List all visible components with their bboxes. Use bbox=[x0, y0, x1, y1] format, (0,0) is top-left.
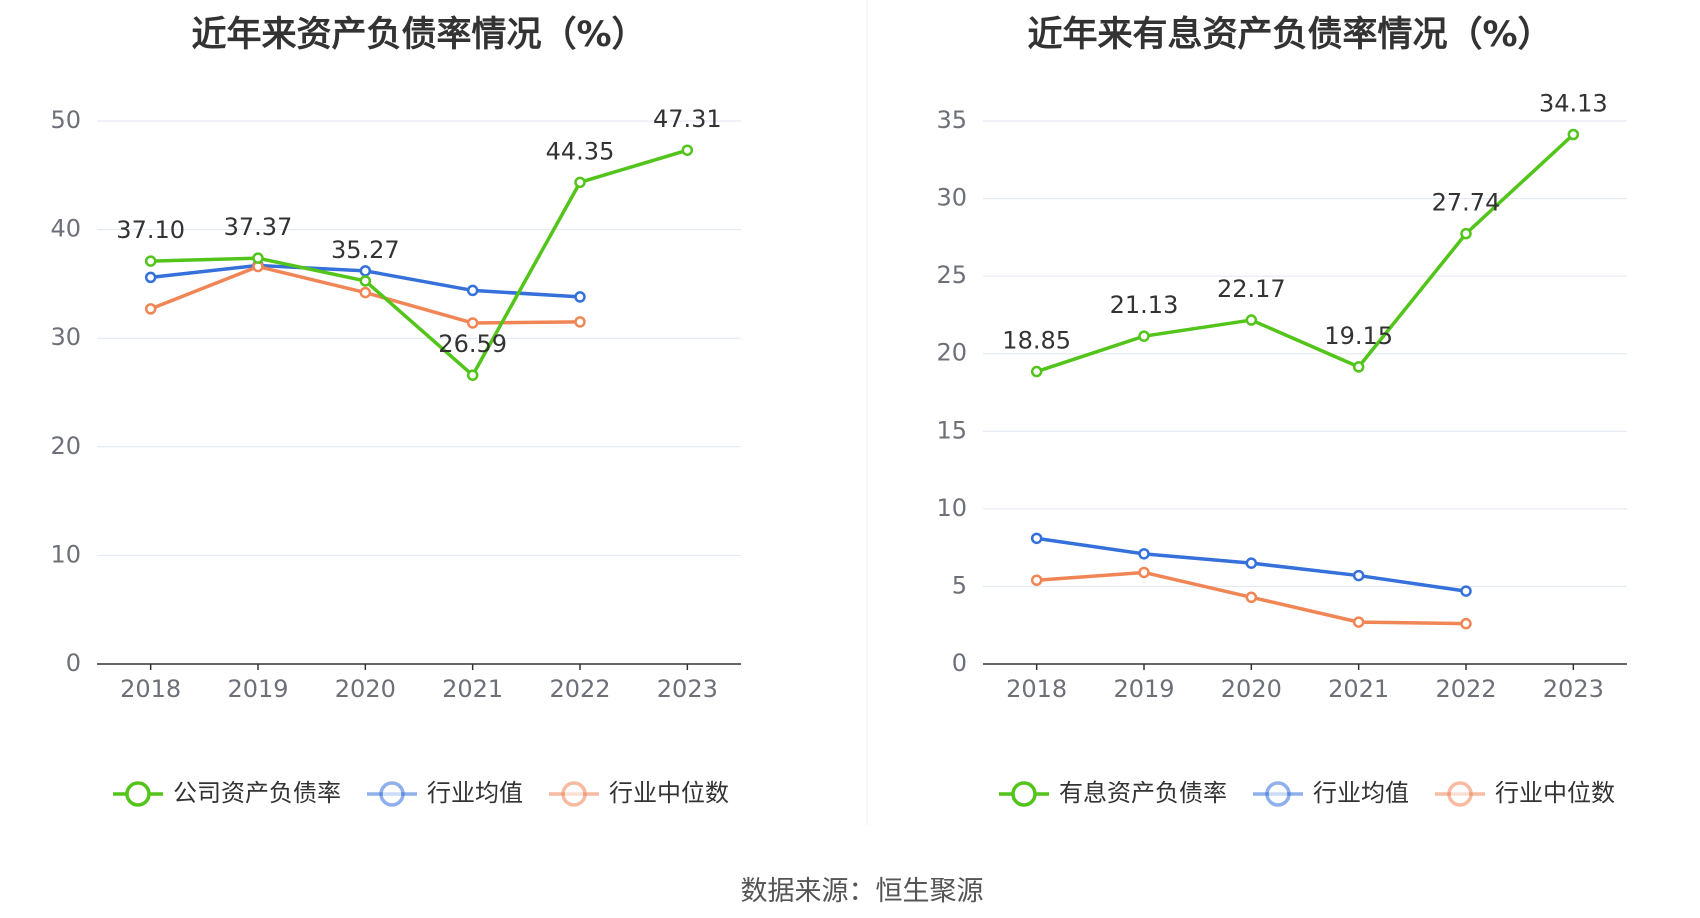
data-point bbox=[466, 317, 479, 329]
legend-label: 有息资产负债率 bbox=[1059, 779, 1227, 807]
legend-label: 公司资产负债率 bbox=[173, 779, 341, 807]
x-tick-label: 2018 bbox=[120, 675, 181, 703]
legend-item[interactable]: 行业中位数 bbox=[1435, 779, 1615, 807]
legend-item[interactable]: 行业均值 bbox=[367, 779, 523, 807]
data-label: 22.17 bbox=[1217, 275, 1286, 303]
legend-item[interactable]: 行业均值 bbox=[1253, 779, 1409, 807]
data-point bbox=[1030, 365, 1043, 378]
y-tick-label: 5 bbox=[952, 571, 967, 599]
interest-bearing-liability-ratio-chart: 近年来有息资产负债率情况（%） 0 5 10 15 20 25 30 35 2018 2019 202… bbox=[936, 14, 1627, 807]
data-point bbox=[1245, 557, 1258, 569]
data-point bbox=[1030, 574, 1043, 586]
y-tick-label: 35 bbox=[936, 106, 967, 134]
data-label: 37.37 bbox=[224, 213, 293, 241]
series-line bbox=[150, 148, 688, 377]
data-point bbox=[1138, 548, 1150, 560]
data-point bbox=[1352, 569, 1365, 582]
legend-marker bbox=[125, 781, 151, 807]
legend-item[interactable]: 有息资产负债率 bbox=[999, 779, 1227, 807]
data-point bbox=[1245, 591, 1258, 604]
data-point bbox=[1352, 616, 1365, 628]
y-tick-label: 40 bbox=[50, 215, 81, 243]
x-tick-label: 2022 bbox=[1435, 675, 1496, 703]
data-label: 21.13 bbox=[1110, 291, 1179, 319]
legend-marker bbox=[1447, 781, 1473, 807]
data-point bbox=[1567, 128, 1580, 141]
asset-liability-ratio-chart: 近年来资产负债率情况（%） 0 10 20 30 40 50 2018 2019 2020 2021… bbox=[50, 15, 741, 807]
data-point bbox=[1030, 532, 1043, 545]
data-point bbox=[1245, 314, 1258, 326]
data-point bbox=[574, 176, 586, 189]
data-point bbox=[681, 144, 694, 156]
y-tick-label: 30 bbox=[50, 323, 81, 351]
data-point bbox=[1460, 227, 1472, 240]
x-tick-label: 2020 bbox=[1221, 675, 1282, 703]
legend-label: 行业均值 bbox=[1313, 779, 1409, 807]
legend-marker bbox=[379, 781, 405, 807]
data-source-note: 数据来源：恒生聚源 bbox=[741, 876, 984, 907]
legend-marker bbox=[1265, 781, 1291, 807]
data-point bbox=[144, 303, 157, 315]
x-tick-label: 2020 bbox=[335, 675, 396, 703]
series-line bbox=[1036, 133, 1575, 374]
data-point bbox=[1460, 585, 1472, 597]
y-tick-label: 25 bbox=[936, 261, 967, 289]
y-tick-label: 20 bbox=[936, 339, 967, 367]
data-point bbox=[144, 255, 157, 267]
data-point bbox=[574, 291, 586, 303]
data-point bbox=[359, 275, 372, 287]
chart-title: 近年来资产负债率情况（%） bbox=[191, 15, 646, 55]
legend-marker bbox=[1011, 781, 1037, 807]
data-label: 26.59 bbox=[438, 330, 507, 358]
x-tick-label: 2023 bbox=[657, 675, 718, 703]
legend-label: 行业均值 bbox=[427, 779, 523, 807]
x-tick-label: 2019 bbox=[1113, 675, 1174, 703]
data-label: 19.15 bbox=[1324, 322, 1393, 350]
x-tick-label: 2022 bbox=[549, 675, 610, 703]
data-label: 18.85 bbox=[1002, 327, 1071, 355]
data-label: 27.74 bbox=[1432, 189, 1501, 217]
data-label: 35.27 bbox=[331, 236, 400, 264]
y-tick-label: 0 bbox=[66, 649, 81, 677]
data-point bbox=[1460, 617, 1472, 630]
data-label: 34.13 bbox=[1539, 89, 1608, 117]
data-point bbox=[144, 271, 157, 284]
data-point bbox=[359, 265, 372, 277]
chart-title: 近年来有息资产负债率情况（%） bbox=[1027, 14, 1552, 55]
legend-marker bbox=[561, 781, 587, 807]
data-point bbox=[466, 284, 479, 297]
y-tick-label: 20 bbox=[50, 432, 81, 460]
legend-item[interactable]: 公司资产负债率 bbox=[113, 779, 341, 807]
x-tick-label: 2018 bbox=[1006, 675, 1067, 703]
data-point bbox=[574, 316, 586, 328]
y-tick-label: 50 bbox=[50, 106, 81, 134]
y-tick-label: 30 bbox=[936, 184, 967, 212]
x-tick-label: 2021 bbox=[442, 675, 503, 703]
x-tick-label: 2019 bbox=[227, 675, 288, 703]
legend-label: 行业中位数 bbox=[609, 779, 729, 807]
y-tick-label: 15 bbox=[936, 416, 967, 444]
data-label: 47.31 bbox=[653, 105, 722, 133]
data-point bbox=[1138, 566, 1150, 579]
data-point bbox=[252, 252, 264, 264]
y-tick-label: 10 bbox=[936, 494, 967, 522]
legend-label: 行业中位数 bbox=[1495, 779, 1615, 807]
data-point bbox=[1352, 361, 1365, 373]
data-point bbox=[466, 369, 479, 381]
data-label: 37.10 bbox=[116, 216, 185, 244]
data-label: 44.35 bbox=[546, 137, 615, 165]
legend-item[interactable]: 行业中位数 bbox=[549, 779, 729, 807]
data-point bbox=[359, 286, 372, 299]
data-point bbox=[1138, 330, 1150, 342]
x-tick-label: 2023 bbox=[1543, 675, 1604, 703]
y-tick-label: 0 bbox=[952, 649, 967, 677]
y-tick-label: 10 bbox=[50, 540, 81, 568]
x-tick-label: 2021 bbox=[1328, 675, 1389, 703]
